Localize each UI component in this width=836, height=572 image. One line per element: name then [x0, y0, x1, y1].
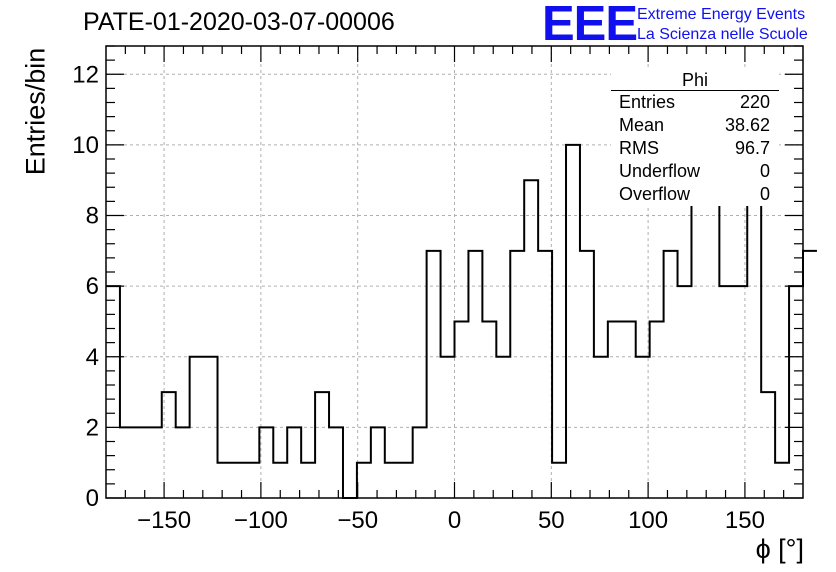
x-tick-label: 50 [538, 507, 565, 534]
y-tick-label: 12 [72, 61, 99, 88]
y-tick-label: 0 [86, 485, 99, 512]
logo-line-2: La Scienza nelle Scuole [637, 25, 808, 45]
x-tick-label: −150 [137, 507, 191, 534]
x-tick-label: 150 [725, 507, 765, 534]
stats-label: Mean [619, 114, 664, 137]
logo-line-1: Extreme Energy Events [637, 5, 805, 25]
y-axis-label: Entries/bin [21, 32, 52, 192]
y-tick-labels: 0 2 4 6 8 10 12 [72, 61, 99, 512]
stats-value: 220 [740, 91, 770, 114]
y-tick-label: 10 [72, 132, 99, 159]
stats-row: Overflow 0 [611, 183, 779, 206]
x-axis-label: ϕ [°] [756, 534, 804, 565]
y-tick-label: 4 [86, 344, 99, 371]
x-tick-label: −50 [337, 507, 378, 534]
stats-value: 0 [760, 183, 770, 206]
stats-row: Underflow 0 [611, 160, 779, 183]
stats-label: RMS [619, 137, 659, 160]
stats-row: Entries 220 [611, 91, 779, 114]
y-tick-label: 6 [86, 273, 99, 300]
y-tick-label: 2 [86, 414, 99, 441]
y-tick-label: 8 [86, 203, 99, 230]
eee-logo: EEE [542, 0, 637, 48]
stats-value: 38.62 [725, 114, 770, 137]
x-tick-labels: −150 −100 −50 0 50 100 150 [137, 507, 765, 534]
x-tick-label: −100 [234, 507, 288, 534]
stats-label: Entries [619, 91, 675, 114]
stats-row: RMS 96.7 [611, 137, 779, 160]
stats-row: Mean 38.62 [611, 114, 779, 137]
stats-title: Phi [611, 70, 779, 91]
x-tick-label: 0 [448, 507, 461, 534]
stats-label: Underflow [619, 160, 700, 183]
x-tick-label: 100 [628, 507, 668, 534]
stats-label: Overflow [619, 183, 690, 206]
chart-title: PATE-01-2020-03-07-00006 [83, 8, 395, 37]
stats-box: Phi Entries 220 Mean 38.62 RMS 96.7 Underfl… [611, 70, 779, 206]
stats-value: 0 [760, 160, 770, 183]
stats-value: 96.7 [735, 137, 770, 160]
